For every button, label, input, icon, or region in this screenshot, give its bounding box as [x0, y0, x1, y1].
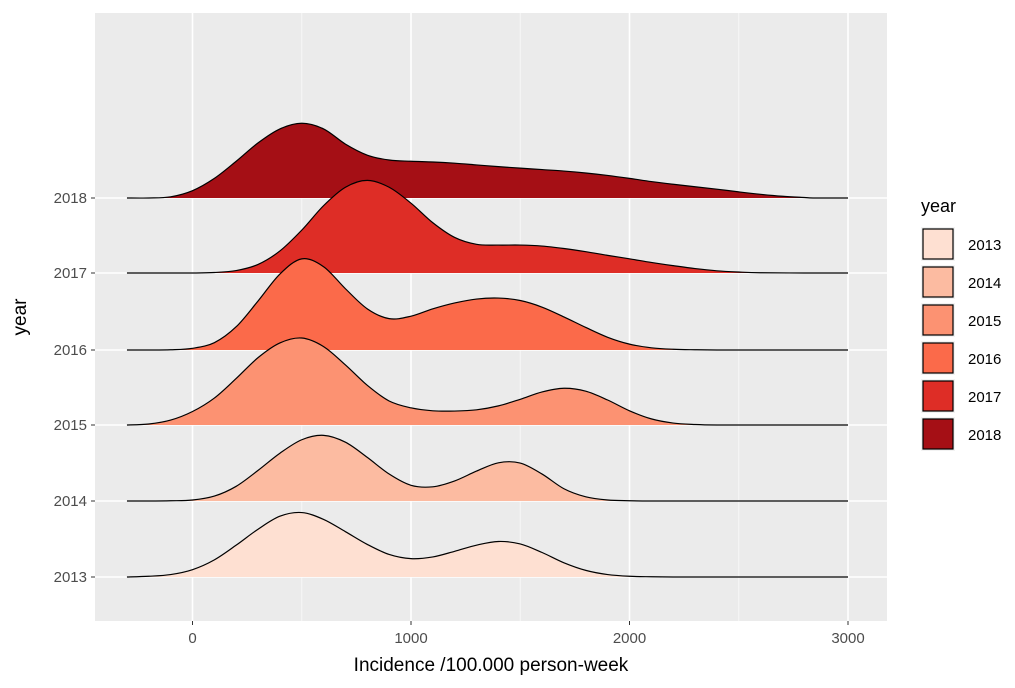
legend-swatch-2013 — [922, 228, 954, 260]
y-tick-label: 2015 — [54, 417, 87, 434]
x-axis-title: Incidence /100.000 person-week — [354, 655, 629, 676]
ridge-line-2017 — [126, 179, 849, 274]
legend-label-2014: 2014 — [968, 275, 1001, 292]
y-tick-label: 2013 — [54, 569, 87, 586]
legend-swatch-2018 — [922, 418, 954, 450]
ridge-line-2015 — [126, 337, 848, 426]
ridge-area-2017 — [126, 180, 848, 274]
legend-label-2017: 2017 — [968, 389, 1001, 406]
x-tick-label: 2000 — [613, 630, 646, 647]
legend-swatch-2015 — [922, 304, 954, 336]
legend-label-2015: 2015 — [968, 313, 1001, 330]
x-tick-label: 3000 — [831, 630, 864, 647]
y-tick-label: 2018 — [54, 190, 87, 207]
legend-swatch-2016 — [922, 342, 954, 374]
legend-label-2013: 2013 — [968, 237, 1001, 254]
ridge-line-2014 — [126, 434, 848, 502]
ridge-area-2013 — [126, 512, 848, 578]
legend-swatch-2014 — [922, 266, 954, 298]
x-tick-label: 0 — [188, 630, 196, 647]
ridge-line-2018 — [126, 122, 849, 199]
x-tick-label: 1000 — [394, 630, 427, 647]
ridge-area-2015 — [126, 337, 848, 426]
ridge-line-2016 — [126, 258, 848, 351]
ridge-area-2018 — [126, 123, 848, 199]
ridge-line-2013 — [126, 511, 848, 578]
axis-layer: 0 1000 2000 3000 2013 2014 2015 2016 2017 2018 — [54, 190, 865, 647]
legend-label-2016: 2016 — [968, 351, 1001, 368]
ridge-layer — [126, 122, 849, 578]
y-axis-title: year — [10, 298, 31, 336]
ridge-area-2014 — [126, 435, 848, 502]
y-tick-label: 2014 — [54, 493, 87, 510]
y-tick-label: 2017 — [54, 265, 87, 282]
y-tick-label: 2016 — [54, 342, 87, 359]
legend-title: year — [921, 196, 956, 216]
legend-label-2018: 2018 — [968, 427, 1001, 444]
legend: year 2013 2014 2015 2016 2017 2018 — [921, 196, 1001, 451]
legend-swatch-2017 — [922, 380, 954, 412]
ridge-area-2016 — [126, 258, 848, 351]
